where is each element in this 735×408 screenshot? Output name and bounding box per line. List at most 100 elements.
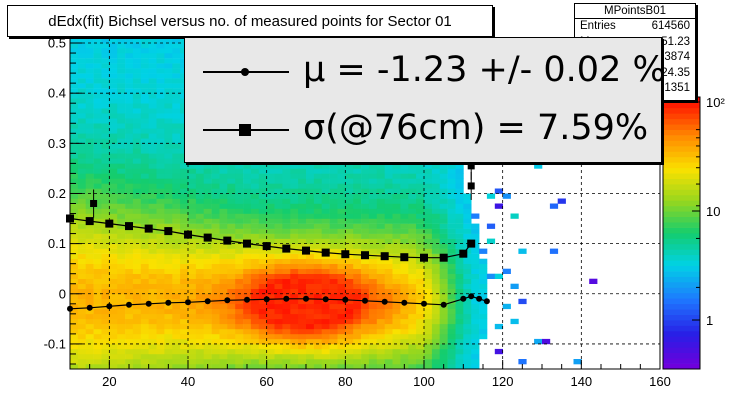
heat-cell [93, 253, 102, 259]
heat-cell [408, 323, 417, 330]
marker-sigma [282, 244, 291, 253]
heat-cell [494, 273, 503, 279]
heat-cell [172, 208, 181, 214]
heat-cell [306, 364, 315, 370]
heat-cell [172, 148, 181, 154]
heat-cell [101, 359, 110, 365]
heat-cell [188, 308, 197, 315]
heat-cell [479, 273, 488, 279]
palette-cell [663, 167, 700, 174]
heat-cell [227, 173, 236, 179]
heat-cell [455, 173, 464, 179]
heat-cell [400, 188, 409, 194]
heat-cell [274, 198, 283, 204]
heat-cell [447, 263, 456, 269]
heat-cell [455, 178, 464, 184]
heat-cell [424, 348, 433, 355]
heat-cell [156, 148, 165, 154]
heat-cell [117, 213, 126, 219]
heat-cell [408, 328, 417, 335]
heat-cell [148, 208, 157, 214]
heat-cell [132, 58, 142, 64]
heat-cell [447, 298, 456, 305]
heat-cell [337, 354, 346, 360]
heat-cell [93, 103, 102, 109]
y-tick-label: 0 [59, 286, 66, 301]
heat-cell [180, 338, 189, 345]
heat-cell [180, 168, 189, 174]
heat-cell [109, 278, 118, 284]
heat-cell [392, 338, 401, 345]
heat-cell [455, 343, 464, 350]
heat-cell [424, 283, 433, 289]
heat-cell [211, 288, 220, 295]
heat-cell [416, 328, 425, 335]
heat-cell [384, 359, 393, 365]
heat-cell [321, 233, 330, 239]
heat-cell [195, 313, 205, 320]
heat-cell [306, 273, 315, 279]
heat-cell [101, 133, 110, 139]
heat-cell [172, 283, 181, 289]
heat-cell [148, 308, 157, 315]
heat-cell [384, 318, 393, 325]
heat-cell [164, 313, 173, 320]
heat-cell [463, 253, 472, 259]
heat-cell [101, 288, 110, 295]
heat-cell [117, 103, 126, 109]
heat-cell [345, 203, 354, 209]
legend-marker-square [239, 124, 251, 136]
heat-cell [132, 313, 142, 320]
heat-cell [156, 278, 165, 284]
heat-cell [156, 108, 165, 114]
heat-cell [132, 133, 142, 139]
heat-cell [321, 183, 330, 189]
heat-cell [424, 318, 433, 325]
heat-cell [258, 193, 267, 199]
heat-cell [400, 243, 409, 249]
heat-cell [321, 283, 330, 289]
heat-cell [392, 273, 401, 279]
heat-cell [156, 88, 165, 94]
heat-cell [203, 283, 212, 289]
heat-cell [368, 208, 378, 214]
heat-cell [345, 198, 354, 204]
heat-cell [542, 338, 551, 345]
heat-cell [345, 303, 354, 310]
heat-cell [77, 288, 87, 295]
heat-cell [250, 348, 260, 355]
heat-cell [486, 193, 496, 199]
heat-cell [132, 113, 142, 119]
x-tick-label: 120 [492, 374, 514, 389]
palette-cell [663, 113, 700, 120]
heat-cell [188, 223, 197, 229]
heat-cell [109, 318, 118, 325]
heat-cell [172, 228, 181, 234]
heat-cell [172, 303, 181, 310]
marker-sigma [164, 227, 173, 236]
heat-cell [109, 288, 118, 295]
heat-cell [463, 213, 472, 219]
heat-cell [321, 258, 330, 264]
heat-cell [109, 83, 118, 89]
heat-cell [70, 348, 79, 355]
heat-cell [227, 248, 236, 254]
heat-cell [431, 218, 441, 224]
y-tick-label: 0.2 [48, 186, 66, 201]
heat-cell [156, 354, 165, 360]
heat-cell [132, 283, 142, 289]
heat-cell [479, 318, 488, 325]
heat-cell [180, 163, 189, 169]
heat-cell [258, 263, 267, 269]
x-tick-label: 160 [649, 374, 671, 389]
heat-cell [125, 108, 134, 114]
heat-cell [132, 338, 142, 345]
heat-cell [368, 278, 378, 284]
heat-cell [243, 318, 252, 325]
heat-cell [274, 354, 283, 360]
heat-cell [424, 173, 433, 179]
heat-cell [431, 183, 441, 189]
heat-cell [101, 313, 110, 320]
heat-cell [408, 359, 417, 365]
heat-cell [93, 283, 102, 289]
